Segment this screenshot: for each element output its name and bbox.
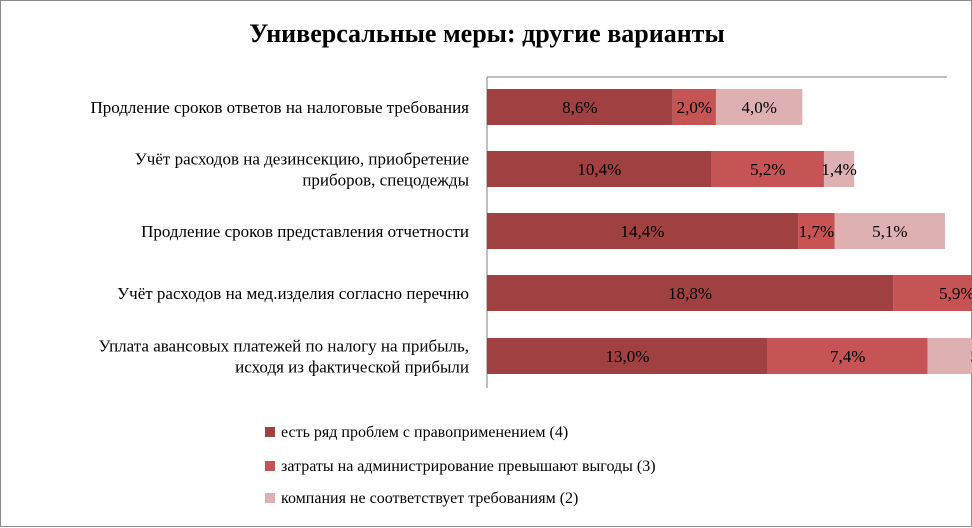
bar-1-series-1 — [487, 89, 673, 125]
legend-label-3: компания не соответствует требованиям (2… — [281, 490, 578, 507]
data-label-4-series-2: 5,9% — [939, 284, 972, 303]
bars-group: 8,6% 2,0% 4,0% 10,4% 5,2% 1,4% 14,4% 1,7% 5,1% 18… — [487, 89, 972, 374]
bar-2-series-1 — [487, 151, 712, 187]
category-label-3: Продление сроков представления отчетност… — [141, 222, 469, 241]
bar-3-series-1 — [487, 213, 799, 249]
chart-title: Универсальные меры: другие варианты — [249, 19, 725, 48]
bar-1-series-3 — [715, 89, 803, 125]
category-label-5-line-1: Уплата авансовых платежей по налогу на п… — [99, 337, 469, 356]
category-label-2-line-2: приборов, спецодежды — [302, 171, 469, 190]
data-label-1-series-1: 8,6% — [562, 98, 597, 117]
bar-2-series-2 — [711, 151, 824, 187]
legend-label-1: есть ряд проблем с правоприменением (4) — [281, 424, 568, 441]
legend: есть ряд проблем с правоприменением (4) з… — [265, 424, 656, 507]
legend-label-2: затраты на администрирование превышают в… — [281, 458, 656, 475]
bar-1-series-2 — [672, 89, 716, 125]
bar-5-series-3 — [927, 338, 972, 374]
data-label-2-series-1: 10,4% — [577, 160, 621, 179]
category-labels: Продление сроков ответов на налоговые тр… — [91, 98, 470, 377]
data-label-4-series-1: 18,8% — [668, 284, 712, 303]
data-label-2-series-3: 1,4% — [821, 160, 856, 179]
data-label-3-series-3: 5,1% — [872, 222, 907, 241]
bar-3-series-3 — [834, 213, 945, 249]
category-label-5-line-2: исходя из фактической прибыли — [235, 358, 469, 377]
bar-5-series-2 — [767, 338, 928, 374]
data-label-2-series-2: 5,2% — [750, 160, 785, 179]
data-label-3-series-2: 1,7% — [799, 222, 834, 241]
legend-swatch-3 — [265, 493, 275, 503]
legend-swatch-2 — [265, 461, 275, 471]
data-label-5-series-1: 13,0% — [605, 347, 649, 366]
bar-2-series-3 — [823, 151, 855, 187]
legend-swatch-1 — [265, 427, 275, 437]
category-label-1: Продление сроков ответов на налоговые тр… — [91, 98, 470, 117]
bar-4-series-1 — [487, 275, 894, 311]
data-label-1-series-3: 4,0% — [741, 98, 776, 117]
category-label-2-line-1: Учёт расходов на дезинсекцию, приобретен… — [135, 150, 469, 169]
bar-3-series-2 — [798, 213, 835, 249]
bar-4-series-2 — [893, 275, 972, 311]
data-label-5-series-2: 7,4% — [830, 347, 865, 366]
bar-5-series-1 — [487, 338, 768, 374]
data-label-1-series-2: 2,0% — [677, 98, 712, 117]
data-label-3-series-1: 14,4% — [621, 222, 665, 241]
data-label-5-series-3: 5,6% — [970, 347, 972, 366]
category-label-4: Учёт расходов на мед.изделия согласно пе… — [117, 284, 469, 303]
